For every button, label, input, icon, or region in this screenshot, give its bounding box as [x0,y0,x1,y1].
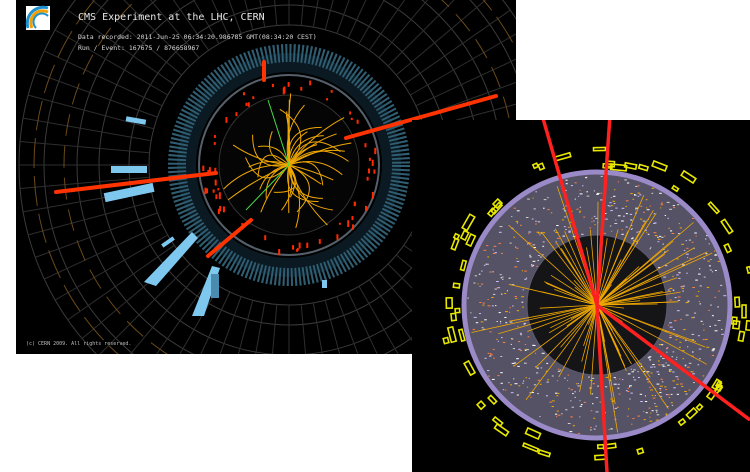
atlas-event-display [412,120,750,472]
atlas-detector-view [442,120,750,472]
tracker-tracks [223,93,352,229]
calorimeter-hits [442,146,750,461]
event-title: CMS Experiment at the LHC, CERN [78,12,265,23]
cms-detector-view [18,0,516,354]
run-event-text: Run / Event: 167675 / 876658967 [78,44,200,52]
atlas-muon-tracks [541,120,750,472]
muon-tracks [54,60,498,258]
cms-logo [25,5,50,30]
data-recorded-text: Data recorded: 2011-Jun-25 06:34:20.9867… [78,33,317,41]
calorimeter-deposits [103,116,327,316]
copyright-text: (c) CERN 2009. All rights reserved. [26,341,132,347]
